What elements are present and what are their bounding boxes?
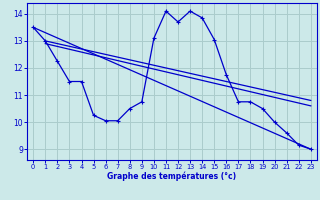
X-axis label: Graphe des températures (°c): Graphe des températures (°c) [108, 172, 236, 181]
